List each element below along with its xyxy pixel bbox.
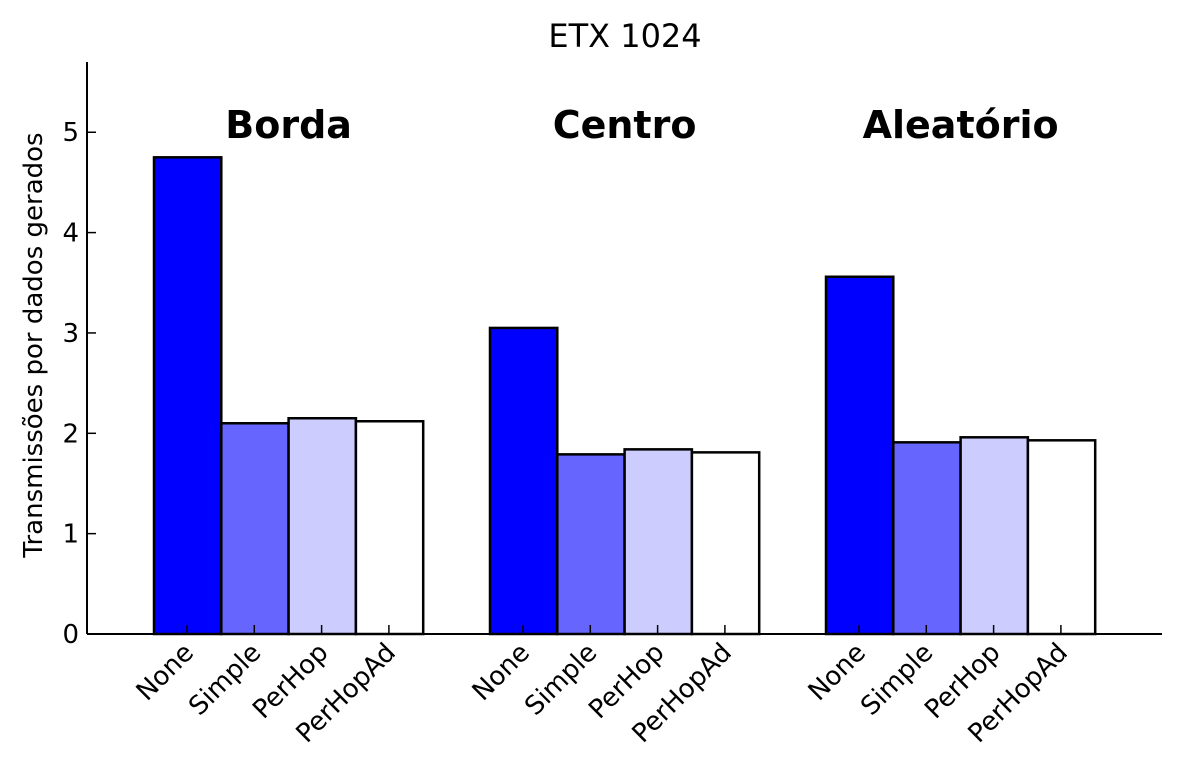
bar-centro-perhop <box>623 448 694 636</box>
y-tick-label: 3 <box>62 319 79 349</box>
bar-aleatorio-simple <box>892 441 962 636</box>
bar-borda-perhopad <box>354 420 425 636</box>
y-tick-label: 1 <box>62 520 79 550</box>
bar-borda-none <box>152 156 223 636</box>
y-tick-label: 0 <box>62 620 79 650</box>
bar-borda-simple <box>220 422 290 636</box>
bar-centro-perhopad <box>690 451 761 636</box>
group-label: Aleatório <box>863 103 1059 147</box>
y-tick-label: 4 <box>62 219 79 249</box>
bar-aleatorio-perhopad <box>1026 439 1097 636</box>
bar-aleatorio-perhop <box>959 436 1030 636</box>
bar-centro-simple <box>556 453 626 636</box>
bar-borda-perhop <box>287 416 358 636</box>
y-tick-label: 2 <box>62 419 79 449</box>
y-tick-label: 5 <box>62 118 79 148</box>
chart-title: ETX 1024 <box>548 17 701 55</box>
bar-aleatorio-none <box>824 275 895 636</box>
bar-centro-none <box>488 326 559 636</box>
y-axis-label: Transmissões por dados gerados <box>19 132 49 558</box>
group-label: Centro <box>553 103 697 147</box>
group-label: Borda <box>225 103 352 147</box>
